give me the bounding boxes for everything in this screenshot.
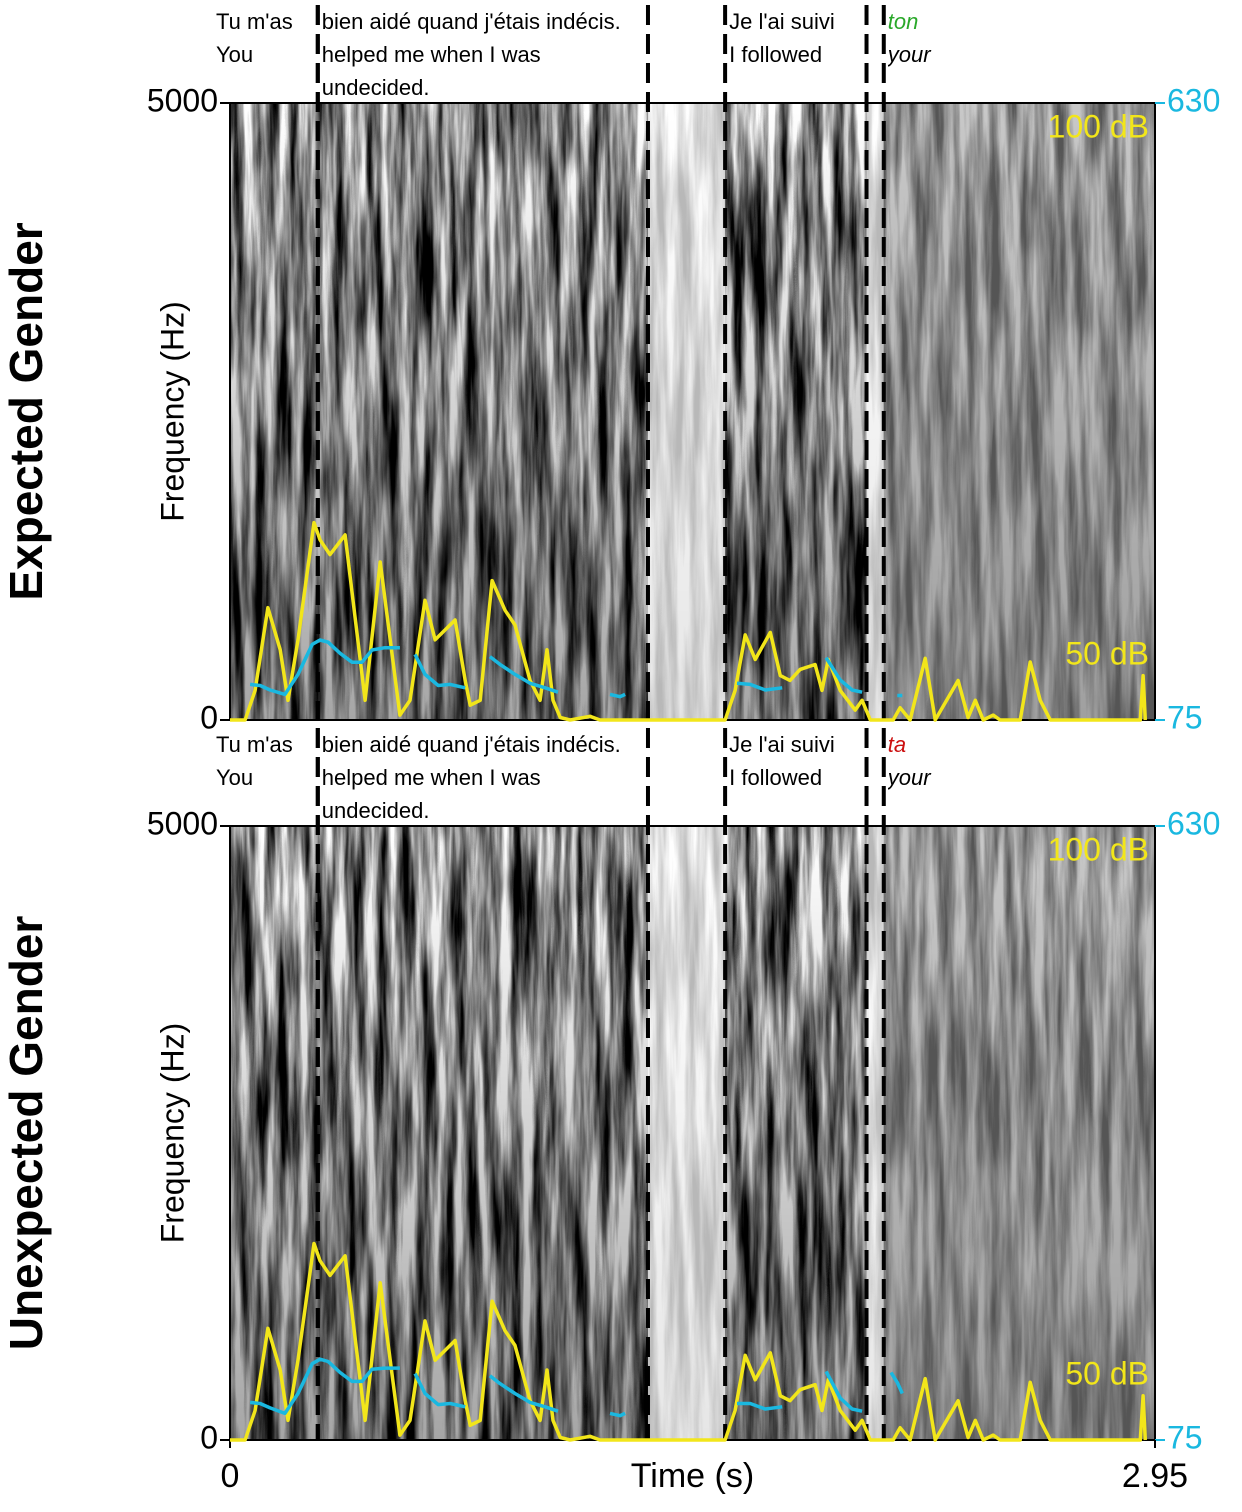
segment-text-block: Tu m'as You [216, 5, 296, 71]
segment-text-block: bien aidé quand j'étais indécis. helped m… [322, 5, 644, 104]
french-text: Tu m'as [216, 732, 293, 757]
french-text: ta [887, 732, 907, 757]
segment-text-block: bien aidé quand j'étais indécis. helped m… [322, 728, 644, 827]
pitch-line [249, 638, 903, 699]
english-text: your [887, 765, 931, 790]
x-tick-label: 0 [221, 1457, 240, 1495]
silence-band [647, 103, 726, 720]
segment-label: Je l'ai suivi I followed [729, 5, 862, 71]
silence-band [866, 103, 884, 720]
french-text: Je l'ai suivi [729, 9, 835, 34]
db-annotation: 100 dB [1048, 831, 1149, 867]
english-text: helped me when I was undecided. [321, 765, 541, 823]
x-tick-label: 2.95 [1122, 1457, 1188, 1495]
french-text: bien aidé quand j'étais indécis. [321, 9, 621, 34]
row-label: Unexpected Gender [0, 916, 52, 1351]
segment-text-block: ta your [888, 728, 1151, 794]
french-text: Tu m'as [216, 9, 293, 34]
row-label: Expected Gender [0, 222, 52, 600]
segment-text-block: Tu m'as You [216, 728, 296, 794]
silence-band [866, 826, 884, 1440]
segment-label: Je l'ai suivi I followed [729, 728, 862, 794]
intensity-line [230, 520, 1148, 722]
noise-band [883, 826, 1155, 1440]
segment-label: Tu m'as You [216, 728, 296, 794]
y-axis-label: Frequency (Hz) [154, 1023, 190, 1244]
segment-label: ton your [888, 5, 1151, 71]
french-text: Je l'ai suivi [729, 732, 835, 757]
db-annotation: 50 dB [1065, 1355, 1149, 1391]
english-text: You [216, 42, 254, 67]
segment-label: bien aidé quand j'étais indécis. helped m… [322, 728, 644, 827]
segment-text-block: ton your [888, 5, 1151, 71]
french-text: ton [887, 9, 919, 34]
y2-tick-label: 75 [1167, 699, 1203, 735]
db-annotation: 50 dB [1065, 635, 1149, 671]
silence-band [647, 826, 726, 1440]
english-text: your [887, 42, 931, 67]
y-tick-label: 5000 [147, 805, 218, 841]
y-tick-label: 0 [200, 699, 218, 735]
english-text: You [216, 765, 254, 790]
segment-label: Tu m'as You [216, 5, 296, 71]
pitch-line [249, 1357, 904, 1418]
intensity-line [230, 1241, 1148, 1442]
segment-text-block: Je l'ai suivi I followed [729, 5, 862, 71]
y-tick-label: 0 [200, 1419, 218, 1455]
noise-band [883, 103, 1155, 720]
segment-text-block: Je l'ai suivi I followed [729, 728, 862, 794]
segment-label: bien aidé quand j'étais indécis. helped m… [322, 5, 644, 104]
db-annotation: 100 dB [1048, 108, 1149, 144]
y-tick-label: 5000 [147, 82, 218, 118]
y2-tick-label: 630 [1167, 82, 1220, 118]
segment-label: ta your [888, 728, 1151, 794]
x-axis-label: Time (s) [631, 1457, 754, 1495]
french-text: bien aidé quand j'étais indécis. [321, 732, 621, 757]
english-text: helped me when I was undecided. [321, 42, 541, 100]
y2-tick-label: 75 [1167, 1419, 1203, 1455]
y-axis-label: Frequency (Hz) [154, 301, 190, 522]
english-text: I followed [729, 42, 823, 67]
y2-tick-label: 630 [1167, 805, 1220, 841]
english-text: I followed [729, 765, 823, 790]
